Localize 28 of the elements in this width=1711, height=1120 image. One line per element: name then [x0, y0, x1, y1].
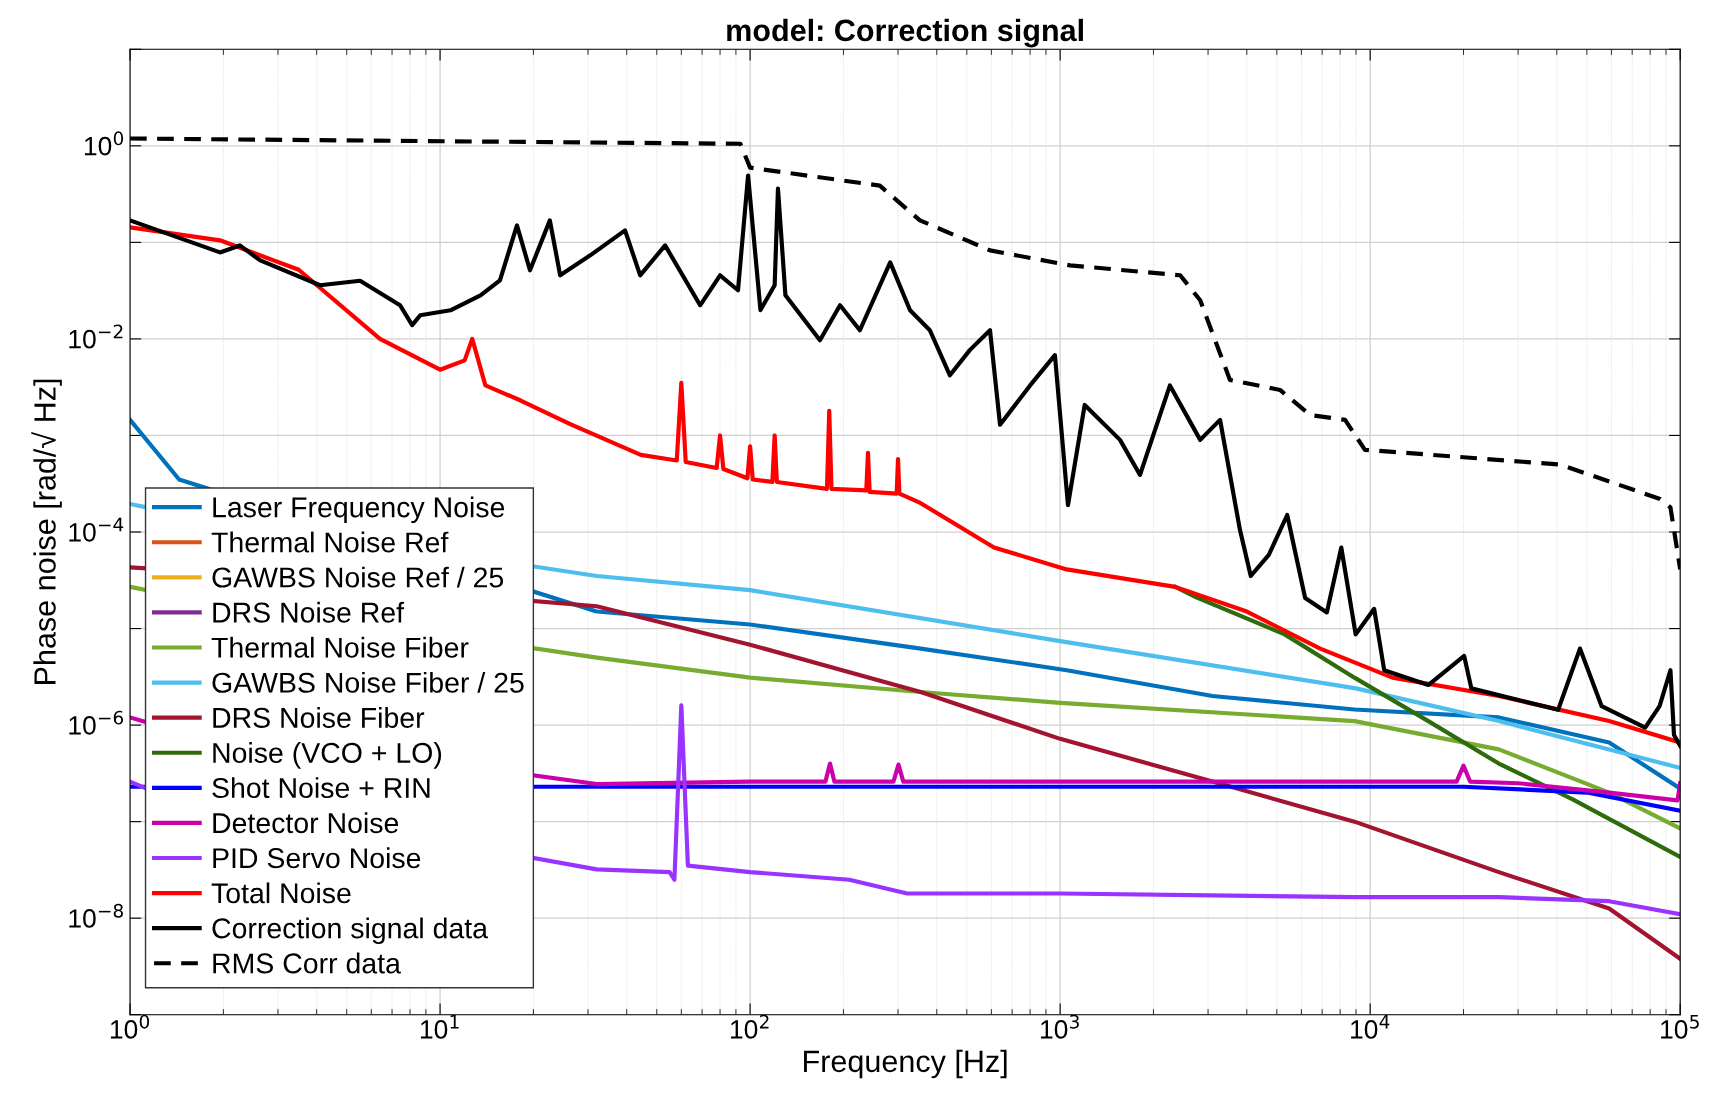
- y-axis-title: Phase noise [rad/√ Hz]: [31, 379, 62, 684]
- legend-label: DRS Noise Fiber: [213, 707, 425, 728]
- legend-label: GAWBS Noise Ref / 25: [212, 566, 504, 588]
- chart-title: model: Correction signal: [727, 18, 1083, 48]
- y-tick-label: 10$^{0}$: [84, 131, 124, 156]
- legend-label: Laser Frequency Noise: [213, 496, 505, 524]
- x-tick-label: 10$^{5}$: [1661, 1014, 1699, 1039]
- legend-label: DRS Noise Ref: [213, 601, 405, 623]
- x-axis-title: Frequency [Hz]: [804, 1049, 1007, 1079]
- y-tick-label: 10$^{−8}$: [69, 903, 123, 928]
- y-tick-label: 10$^{−2}$: [69, 324, 123, 349]
- x-tick-label: 10$^{4}$: [1351, 1014, 1390, 1039]
- legend-label: Thermal Noise Fiber: [211, 636, 469, 658]
- x-tick-label: 10$^{3}$: [1041, 1014, 1079, 1039]
- legend-label: GAWBS Noise Fiber / 25: [212, 671, 524, 693]
- legend-label: Total Noise: [211, 882, 351, 904]
- y-tick-label: 10$^{−4}$: [69, 517, 124, 542]
- legend-label: Shot Noise + RIN: [212, 777, 430, 799]
- x-tick-label: 10$^{1}$: [420, 1014, 459, 1039]
- legend-label: PID Servo Noise: [213, 847, 421, 869]
- legend-label: Noise (VCO + LO): [213, 742, 442, 769]
- legend-label: Correction signal data: [212, 917, 488, 945]
- legend-label: Detector Noise: [213, 812, 399, 834]
- x-tick-label: 10$^{0}$: [110, 1014, 150, 1039]
- legend-label: RMS Corr data: [213, 952, 401, 974]
- y-tick-label: 10$^{−6}$: [69, 710, 124, 735]
- legend-label: Thermal Noise Ref: [211, 531, 449, 553]
- x-tick-label: 10$^{2}$: [731, 1014, 769, 1039]
